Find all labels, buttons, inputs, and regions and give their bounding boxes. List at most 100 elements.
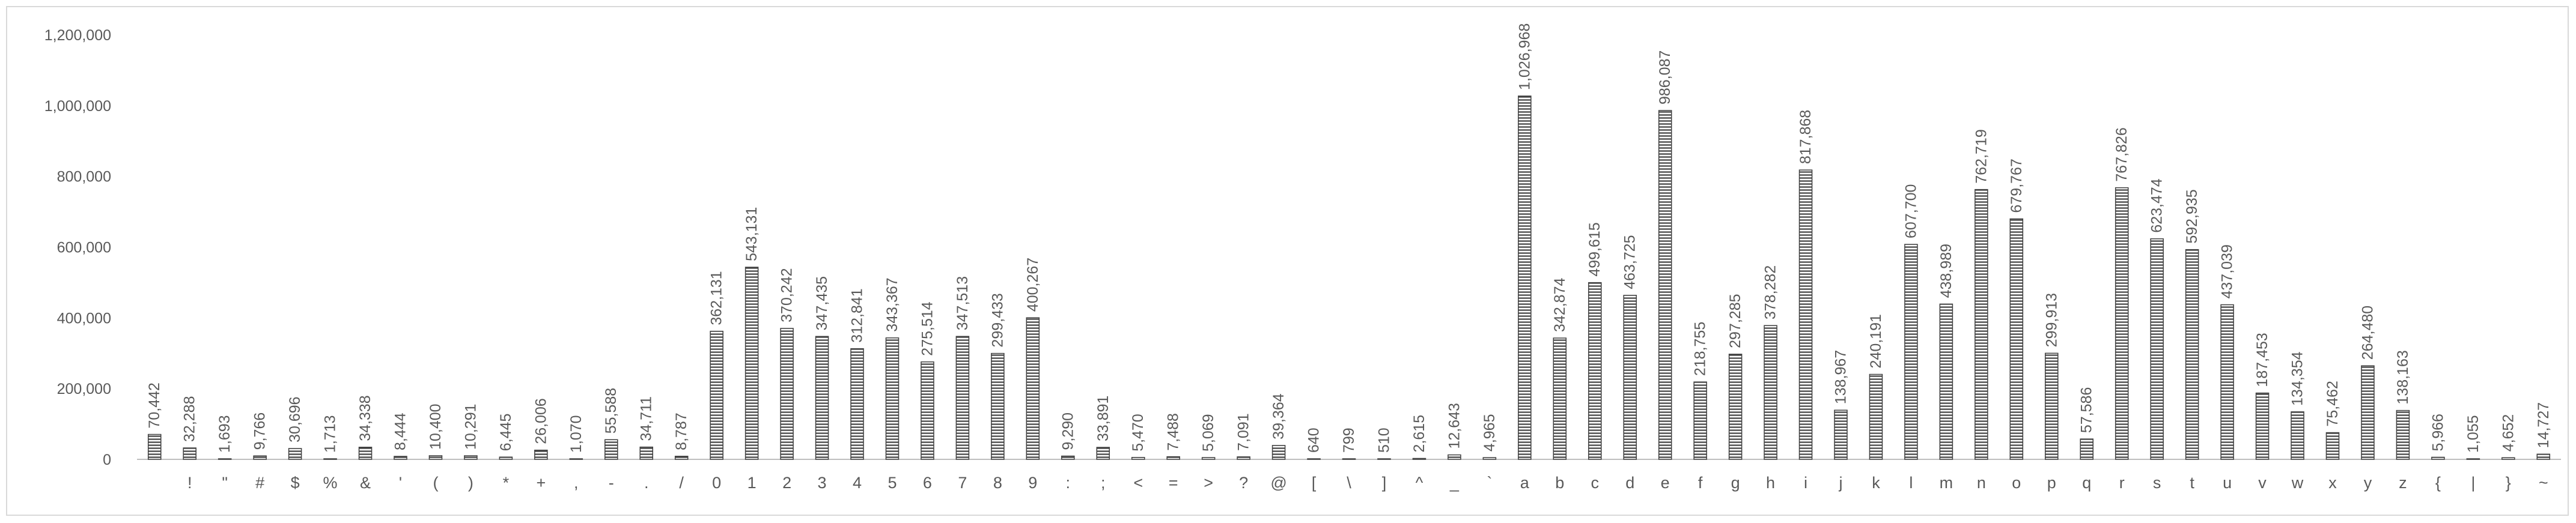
data-label: 297,285 (1727, 294, 1744, 348)
bar (2325, 432, 2340, 460)
x-tick-label: ~ (2539, 474, 2548, 492)
x-tick-label: q (2082, 474, 2091, 492)
bar (1588, 282, 1602, 460)
x-tick-label: c (1591, 474, 1599, 492)
bar (780, 328, 794, 460)
data-label: 799 (1341, 428, 1357, 453)
data-label: 57,586 (2078, 387, 2095, 433)
data-label: 8,787 (673, 413, 690, 450)
x-tick-label: i (1804, 474, 1807, 492)
data-label: 5,470 (1130, 414, 1146, 452)
x-tick-label: # (255, 474, 264, 492)
bar (1975, 189, 1988, 460)
x-tick-label: d (1625, 474, 1634, 492)
bar (253, 455, 267, 460)
bar (1693, 381, 1707, 460)
data-label: 607,700 (1902, 184, 1919, 238)
x-tick-label: 0 (712, 474, 721, 492)
data-label: 1,693 (216, 415, 233, 453)
bar (394, 456, 407, 460)
data-label: 275,514 (919, 301, 936, 355)
bar (1166, 456, 1180, 460)
bar (1096, 447, 1110, 460)
x-tick-label: ( (433, 474, 438, 492)
x-tick-label: l (1909, 474, 1913, 492)
y-tick-label: 800,000 (57, 169, 111, 186)
data-label: 32,288 (181, 396, 198, 442)
x-tick-label: + (536, 474, 546, 492)
data-label: 8,444 (392, 413, 409, 450)
x-tick-label: 4 (853, 474, 862, 492)
data-label: 4,652 (2500, 414, 2517, 452)
bar (2045, 352, 2059, 460)
data-label: 347,513 (954, 276, 971, 330)
x-tick-label: ? (1239, 474, 1248, 492)
data-label: 347,435 (814, 276, 830, 330)
bar (428, 455, 443, 460)
bar (2009, 218, 2024, 460)
bar (1904, 244, 1918, 460)
bar (1131, 457, 1145, 460)
y-axis: 0 200,000 400,000 600,000 800,000 1,000,000 1,… (44, 27, 111, 468)
bar (147, 434, 162, 460)
x-tick-label: ^ (1416, 474, 1423, 492)
bar (1798, 169, 1813, 460)
data-label: 9,290 (1059, 413, 1076, 450)
data-label: 986,087 (1657, 50, 1673, 104)
data-label: 438,989 (1938, 244, 1955, 298)
x-tick-label: f (1698, 474, 1703, 492)
bar (885, 337, 900, 460)
data-label: 767,826 (2113, 127, 2130, 181)
y-tick-label: 600,000 (57, 240, 111, 256)
x-tick-label: e (1661, 474, 1670, 492)
bar (955, 336, 970, 460)
bar (744, 267, 759, 460)
data-label: 437,039 (2219, 244, 2236, 298)
x-tick-label: % (323, 474, 338, 492)
bar (2150, 238, 2164, 460)
x-tick-label: x (2328, 474, 2337, 492)
x-tick-label: | (2471, 474, 2475, 492)
data-label: 499,615 (1586, 222, 1603, 276)
x-tick-label: $ (291, 474, 300, 492)
x-tick-label: p (2047, 474, 2056, 492)
data-label: 299,433 (989, 293, 1006, 347)
x-tick-label: ` (1487, 474, 1492, 492)
bar (1518, 95, 1532, 460)
x-tick-label: ) (468, 474, 473, 492)
x-tick-label: ] (1382, 474, 1387, 492)
x-tick-label: } (2506, 474, 2511, 492)
x-tick-label: " (222, 474, 228, 492)
data-label: 34,711 (638, 396, 655, 441)
bar (604, 439, 618, 460)
x-tick-label: * (503, 474, 510, 492)
bar (2431, 456, 2445, 460)
bar (850, 348, 864, 460)
y-tick-label: 400,000 (57, 310, 111, 327)
data-label: 312,841 (849, 288, 866, 342)
x-tick-label: 8 (993, 474, 1002, 492)
y-tick-label: 1,000,000 (44, 98, 111, 115)
y-tick-label: 200,000 (57, 381, 111, 398)
x-tick-label: b (1555, 474, 1564, 492)
x-tick-label: / (679, 474, 684, 492)
data-label: 400,267 (1025, 258, 1041, 312)
bar (1869, 373, 1883, 460)
x-tick-label: m (1940, 474, 1953, 492)
x-tick-label: u (2223, 474, 2232, 492)
data-label: 138,163 (2395, 350, 2411, 404)
x-tick-label: o (2012, 474, 2021, 492)
bar (2080, 438, 2094, 460)
bar (1237, 456, 1250, 460)
bar (1728, 354, 1743, 460)
bar (534, 449, 548, 460)
bar (183, 447, 196, 460)
bar (2291, 411, 2304, 460)
y-tick-label: 1,200,000 (44, 27, 111, 44)
x-tick-label: g (1731, 474, 1740, 492)
bar (2501, 457, 2515, 460)
bar (288, 448, 302, 460)
bar (991, 352, 1005, 460)
x-tick-label: , (574, 474, 579, 492)
x-tick-label: { (2435, 474, 2441, 492)
